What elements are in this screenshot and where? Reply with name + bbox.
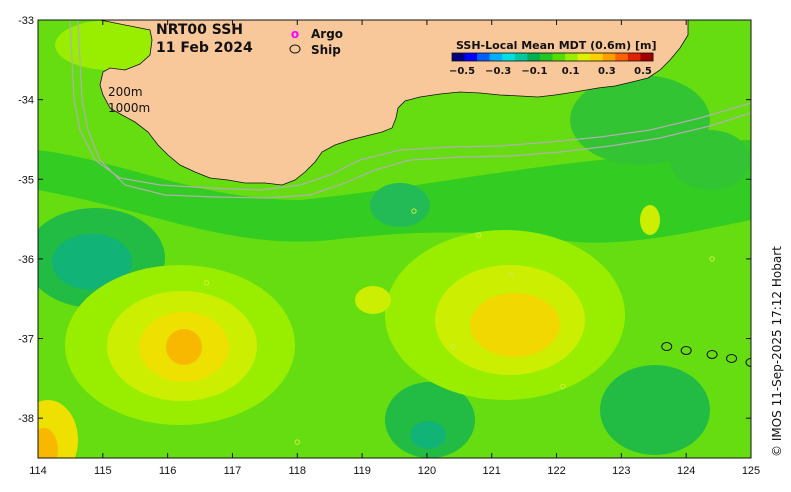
colorbar-swatch bbox=[477, 53, 491, 61]
warm-eddy-w-core bbox=[166, 329, 202, 365]
y-tick-label: -37 bbox=[18, 334, 34, 346]
x-tick-label: 124 bbox=[677, 465, 695, 477]
colorbar-swatch bbox=[464, 53, 478, 61]
warm-patch-nw bbox=[55, 20, 165, 70]
colorbar-swatch bbox=[627, 53, 641, 61]
isobath-1000m-label: 1000m bbox=[108, 101, 150, 115]
colorbar-tick-label: −0.3 bbox=[485, 66, 511, 77]
colorbar-swatch bbox=[489, 53, 503, 61]
x-tick-label: 116 bbox=[159, 465, 177, 477]
x-tick-label: 117 bbox=[224, 465, 242, 477]
colorbar-swatch bbox=[602, 53, 616, 61]
argo-floats bbox=[203, 208, 715, 445]
x-axis: 114 115 116 117 118 119 120 121 122 123 124 125 bbox=[29, 20, 760, 477]
colorbar-swatch bbox=[552, 53, 566, 61]
isobath-1000m bbox=[77, 20, 751, 199]
colorbar-swatch bbox=[640, 53, 654, 61]
cool-patch bbox=[600, 365, 710, 455]
map-frame bbox=[37, 19, 752, 459]
colorbar-frame bbox=[451, 52, 654, 62]
x-tick-label: 119 bbox=[353, 465, 371, 477]
colorbar-tick-label: 0.1 bbox=[562, 66, 580, 77]
colorbar-swatch bbox=[514, 53, 528, 61]
ship-position-marker bbox=[661, 342, 673, 352]
cool-patch bbox=[410, 421, 446, 449]
argo-legend-label: Argo bbox=[311, 27, 343, 41]
warm-patch bbox=[355, 286, 391, 314]
argo-float-marker bbox=[560, 383, 566, 390]
colorbar-swatch bbox=[539, 53, 553, 61]
colorbar-swatch bbox=[502, 53, 516, 61]
colorbar-title: SSH-Local Mean MDT (0.6m) [m] bbox=[456, 39, 656, 52]
date-title: 11 Feb 2024 bbox=[156, 40, 253, 56]
argo-float-marker bbox=[508, 272, 514, 278]
isobath-200m-label: 200m bbox=[108, 85, 143, 99]
y-tick-label: -34 bbox=[18, 95, 34, 107]
ship-legend-label: Ship bbox=[311, 43, 341, 57]
ship-track bbox=[661, 342, 751, 367]
colorbar-swatch bbox=[590, 53, 604, 61]
argo-float-marker bbox=[294, 439, 300, 445]
argo-float-marker bbox=[709, 256, 715, 262]
colorbar-swatch bbox=[565, 53, 579, 61]
map-panel bbox=[38, 20, 751, 458]
colorbar-swatch bbox=[577, 53, 591, 61]
cool-patch bbox=[570, 75, 710, 165]
x-tick-label: 121 bbox=[483, 465, 501, 477]
cool-eddy-core bbox=[52, 234, 132, 290]
warm-patch bbox=[640, 205, 660, 235]
ship-position-marker bbox=[680, 345, 692, 355]
x-tick-label: 114 bbox=[29, 465, 47, 477]
isobath-200m bbox=[69, 20, 751, 191]
y-axis: -33 -34 -35 -36 -37 -38 bbox=[18, 15, 751, 425]
ship-position-marker bbox=[745, 357, 751, 367]
colorbar-swatch bbox=[527, 53, 541, 61]
colorbar-tick-label: 0.3 bbox=[598, 66, 616, 77]
x-tick-label: 123 bbox=[612, 465, 630, 477]
product-title: NRT00 SSH bbox=[156, 22, 243, 38]
colorbar-swatch bbox=[452, 53, 466, 61]
argo-float-marker bbox=[450, 343, 456, 350]
y-tick-label: -38 bbox=[18, 413, 34, 425]
warm-patch-sw-core bbox=[38, 428, 58, 458]
colorbar bbox=[451, 52, 654, 62]
ship-position-marker bbox=[726, 353, 738, 363]
argo-float-marker bbox=[476, 232, 482, 238]
ship-position-marker bbox=[706, 349, 718, 359]
x-tick-label: 122 bbox=[547, 465, 565, 477]
colorbar-tick-label: −0.1 bbox=[521, 66, 547, 77]
cool-patch bbox=[385, 382, 475, 458]
credit-text: © IMOS 11-Sep-2025 17:12 Hobart bbox=[770, 246, 784, 457]
colorbar-ticks: −0.5 −0.3 −0.1 0.1 0.3 0.5 bbox=[449, 66, 652, 77]
colorbar-tick-label: 0.5 bbox=[634, 66, 652, 77]
x-tick-label: 120 bbox=[418, 465, 436, 477]
cool-patch bbox=[370, 183, 430, 227]
colorbar-swatch bbox=[615, 53, 629, 61]
argo-legend-icon: o bbox=[291, 27, 299, 41]
x-tick-label: 125 bbox=[742, 465, 760, 477]
colorbar-tick-label: −0.5 bbox=[449, 66, 475, 77]
argo-float-marker bbox=[203, 280, 210, 286]
argo-float-marker bbox=[411, 208, 417, 214]
ship-legend-icon bbox=[289, 44, 301, 54]
y-tick-label: -35 bbox=[18, 174, 34, 186]
y-tick-label: -36 bbox=[18, 254, 34, 266]
y-tick-label: -33 bbox=[18, 15, 34, 27]
warm-eddy-e-core bbox=[470, 293, 560, 357]
x-tick-label: 115 bbox=[94, 465, 112, 477]
x-tick-label: 118 bbox=[288, 465, 306, 477]
